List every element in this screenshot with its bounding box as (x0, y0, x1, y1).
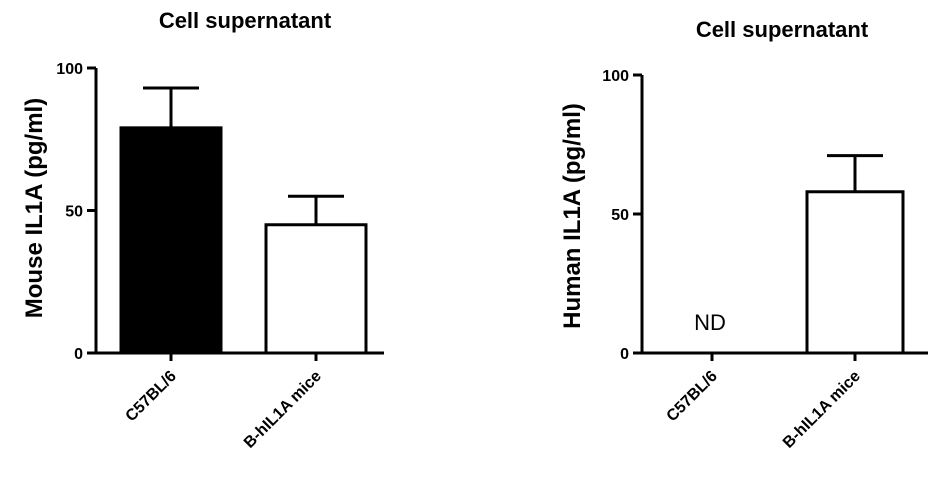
bar-b-hil1a (805, 190, 905, 355)
y-tick-label: 0 (620, 346, 629, 363)
y-tick-label: 50 (611, 207, 629, 224)
y-tick-label: 0 (74, 346, 83, 363)
chart-title: Cell supernatant (159, 8, 332, 33)
x-tick-label: C57BL/6 (123, 368, 180, 425)
x-tick-label: B-hIL1A mice (780, 368, 864, 452)
y-tick-label: 100 (56, 61, 83, 78)
y-axis-label: Mouse IL1A (pg/ml) (21, 98, 48, 318)
bar-c57bl6 (119, 126, 223, 355)
y-tick-label: 100 (602, 68, 629, 85)
y-axis-label: Human IL1A (pg/ml) (559, 103, 586, 329)
chart-human-il1a: Cell supernatant Human IL1A (pg/ml) 0 50 1… (559, 17, 928, 452)
chart-mouse-il1a: Cell supernatant Mouse IL1A (pg/ml) 0 50 1… (21, 8, 384, 452)
annotation-nd: ND (694, 310, 726, 335)
bar-b-hil1a (264, 223, 368, 355)
chart-title: Cell supernatant (696, 17, 869, 42)
x-tick-label: B-hIL1A mice (241, 368, 325, 452)
x-tick-label: C57BL/6 (664, 368, 721, 425)
y-tick-label: 50 (65, 204, 83, 221)
